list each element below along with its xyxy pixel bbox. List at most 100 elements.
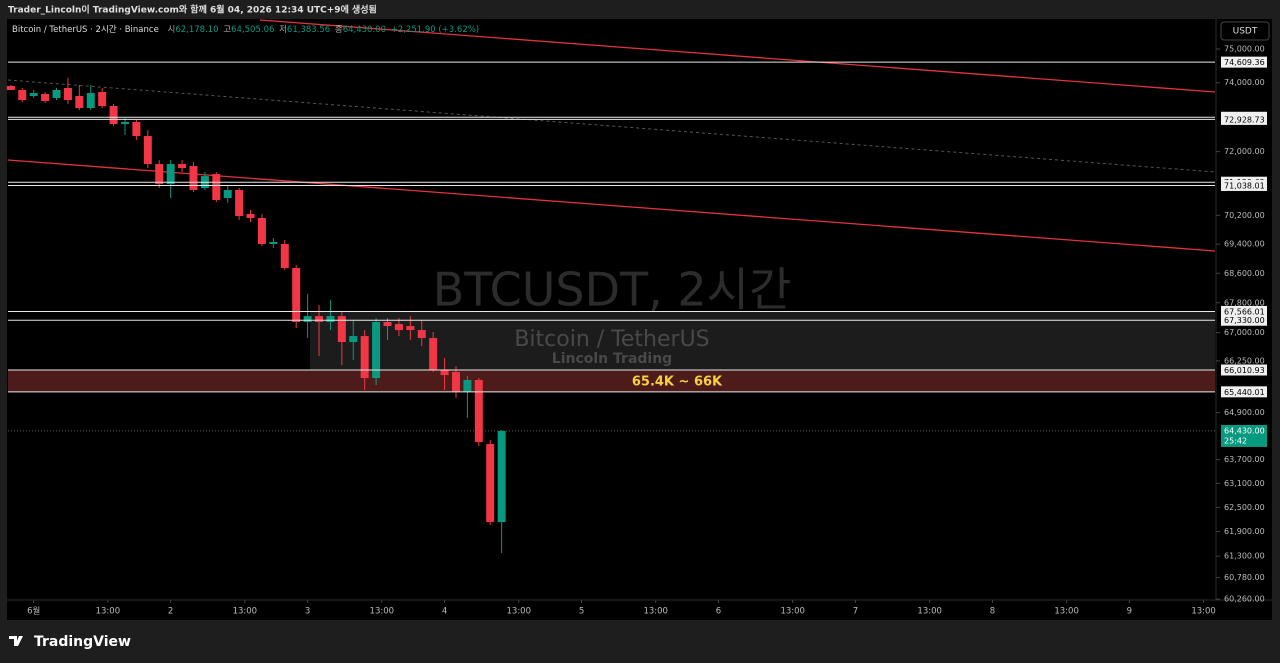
candle-body [360,336,369,379]
x-tick-label: 13:00 [507,607,532,617]
legend: Bitcoin / TetherUS · 2시간 · Binance 시62,1… [12,24,479,35]
trend-line [259,19,1216,93]
y-tick-label: 64,900.00 [1224,408,1265,417]
candle-body [326,316,335,323]
candle-body [349,336,358,343]
candle-body [178,164,187,169]
level-label: 65,440.01 [1224,388,1265,397]
range-box [310,311,1215,370]
y-tick-label: 60,260.00 [1224,595,1265,604]
watermark-title: BTCUSDT, 2시간 [433,263,792,317]
x-tick-label: 13:00 [1054,607,1079,617]
candle-body [52,90,61,99]
y-tick-label: 68,600.00 [1224,269,1265,278]
x-tick-label: 6월 [27,606,40,617]
currency-button[interactable] [1220,21,1270,41]
y-tick-label: 69,400.00 [1224,240,1265,249]
candle-body [417,330,426,339]
level-label-box [1221,179,1267,191]
legend-label: 종 [335,25,343,35]
candle-body [474,380,483,443]
drawings: 65.4K ~ 66K [8,311,1215,392]
candle-body [337,316,346,343]
y-tick-label: 67,800.00 [1224,298,1265,307]
level-label-box [1221,56,1267,68]
x-tick-label: 13:00 [643,607,668,617]
level-label: 71,038.01 [1224,181,1265,190]
level-label: 74,609.36 [1224,58,1265,67]
level-label: 67,566.01 [1224,307,1265,316]
y-tick-label: 63,700.00 [1224,455,1265,464]
zone-label: 65.4K ~ 66K [632,374,723,389]
candle-body [120,122,129,125]
candle-body [315,316,324,323]
watermark-author: Lincoln Trading [552,351,672,367]
last-price-box [1221,424,1267,447]
x-tick-label: 13:00 [370,607,395,617]
brand-logo: TradingView [9,634,131,650]
candle-body [63,88,72,101]
y-tick-label: 62,500.00 [1224,503,1265,512]
candle-body [280,243,289,268]
x-tick-label: 5 [579,607,584,617]
candle-body [235,190,244,217]
candle-body [292,267,301,323]
watermark-subtitle: Bitcoin / TetherUS [514,327,709,352]
candle-body [155,164,164,185]
candle-body [18,90,27,101]
candle-body [41,94,50,102]
candle-body [29,93,38,97]
candle-body [246,214,255,219]
candle-body [486,444,495,523]
y-tick-label: 67,000.00 [1224,328,1265,337]
x-tick-label: 7 [853,607,858,617]
x-tick-label: 4 [442,607,447,617]
y-tick-label: 61,300.00 [1224,552,1265,561]
y-tick-label: 72,000.00 [1224,147,1265,156]
zone [8,369,1215,392]
trend-line [7,79,1216,173]
legend-label: 시 [168,25,176,35]
y-tick-label: 66,250.00 [1224,356,1265,365]
candle-body [257,218,266,244]
candle-body [383,322,392,327]
x-tick-label: 8 [990,607,995,617]
candle-body [6,86,15,91]
x-tick-label: 13:00 [96,607,121,617]
level-label: 66,010.93 [1224,366,1265,375]
y-tick-label: 63,100.00 [1224,479,1265,488]
legend-label: 저 [279,25,287,35]
legend-change: +2,251.90 (+3.62%) [391,25,479,35]
level-label: 72,928.73 [1224,115,1265,124]
x-tick-label: 2 [168,607,173,617]
level-label: 67,330.00 [1224,316,1265,325]
x-tick-label: 3 [305,607,310,617]
legend-value: 62,178.10 [175,25,218,35]
level-label-box [1221,314,1267,326]
x-tick-label: 13:00 [780,607,805,617]
candle-body [440,370,449,376]
candle-body [189,166,198,191]
currency-button-label[interactable]: USDT [1233,27,1258,37]
last-price-label: 64,430.00 [1224,426,1265,435]
candle-body [109,106,118,125]
candle-body [372,322,381,379]
level-label-box [1221,364,1267,376]
x-tick-label: 6 [716,607,721,617]
countdown: 25:42 [1224,436,1247,445]
level-label-box [1221,305,1267,317]
watermark: BTCUSDT, 2시간 Bitcoin / TetherUS Lincoln … [433,263,792,368]
header: Trader_Lincoln이 TradingView.com와 함께 6월 0… [8,4,377,16]
y-tick-label: 61,900.00 [1224,527,1265,536]
candle-body [269,242,278,244]
y-tick-label: 70,200.00 [1224,211,1265,220]
candle-body [132,122,141,137]
x-tick-label: 13:00 [233,607,258,617]
x-tick-label: 9 [1127,607,1132,617]
candle-body [98,92,107,107]
legend-symbol: Bitcoin / TetherUS · 2시간 · Binance [12,24,159,35]
candle-body [451,372,460,393]
candle-body [394,324,403,331]
